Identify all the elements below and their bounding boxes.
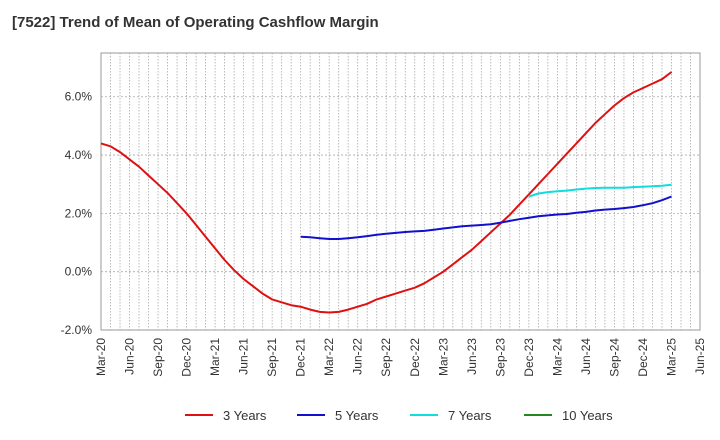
x-tick-label: Mar-25 <box>664 338 678 376</box>
x-tick-label: Jun-25 <box>693 338 707 375</box>
legend-item-10-years: 10 Years <box>524 404 613 426</box>
legend-item-5-years: 5 Years <box>297 404 378 426</box>
x-tick-label: Jun-22 <box>351 338 365 375</box>
chart-title: [7522] Trend of Mean of Operating Cashfl… <box>12 14 379 31</box>
legend-swatch <box>297 414 325 416</box>
x-tick-label: Sep-23 <box>493 338 507 377</box>
x-tick-label: Jun-21 <box>237 338 251 375</box>
x-tick-label: Mar-21 <box>208 338 222 376</box>
x-tick-label: Mar-24 <box>550 338 564 376</box>
x-tick-label: Jun-20 <box>123 338 137 375</box>
x-tick-label: Sep-24 <box>607 338 621 377</box>
x-tick-label: Mar-23 <box>436 338 450 376</box>
legend-label: 3 Years <box>223 407 267 423</box>
y-tick-label: 0.0% <box>65 265 93 279</box>
x-tick-label: Jun-23 <box>465 338 479 375</box>
legend-label: 5 Years <box>335 407 379 423</box>
x-tick-label: Dec-21 <box>294 338 308 377</box>
plot-area <box>100 52 701 331</box>
series-line-7-years <box>528 183 672 198</box>
y-tick-label: -2.0% <box>61 323 93 337</box>
legend-label: 10 Years <box>562 407 613 423</box>
x-tick-label: Mar-20 <box>94 338 108 376</box>
legend-swatch <box>410 414 438 416</box>
legend-item-3-years: 3 Years <box>185 404 266 426</box>
legend-swatch <box>524 414 552 416</box>
series-line-3-years <box>100 71 673 314</box>
y-tick-label: 4.0% <box>65 148 93 162</box>
series-line-5-years <box>300 195 672 240</box>
x-tick-label: Jun-24 <box>579 338 593 375</box>
legend-label: 7 Years <box>448 407 492 423</box>
x-tick-label: Dec-23 <box>522 338 536 377</box>
x-tick-label: Sep-22 <box>379 338 393 377</box>
x-tick-label: Mar-22 <box>322 338 336 376</box>
legend-swatch <box>185 414 213 416</box>
x-tick-label: Dec-22 <box>408 338 422 377</box>
legend: 3 Years 5 Years 7 Years 10 Years <box>0 404 720 426</box>
x-tick-label: Sep-20 <box>151 338 165 377</box>
x-tick-label: Sep-21 <box>265 338 279 377</box>
x-tick-label: Dec-24 <box>636 338 650 377</box>
x-tick-label: Dec-20 <box>180 338 194 377</box>
y-tick-label: 2.0% <box>65 206 93 220</box>
legend-item-7-years: 7 Years <box>410 404 491 426</box>
y-tick-label: 6.0% <box>65 90 93 104</box>
